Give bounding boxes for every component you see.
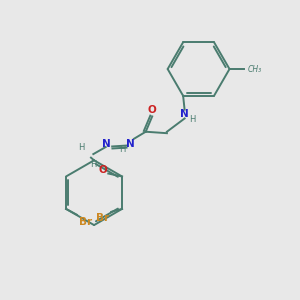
Text: CH₃: CH₃ [248,64,262,74]
Text: N: N [126,139,135,149]
Text: H: H [78,143,85,152]
Text: H: H [90,160,97,169]
Text: Br: Br [79,217,92,227]
Text: N: N [103,139,111,149]
Text: H: H [119,146,125,154]
Text: O: O [98,165,107,175]
Text: N: N [180,109,189,119]
Text: O: O [148,105,157,115]
Text: H: H [189,115,195,124]
Text: Br: Br [96,213,109,223]
